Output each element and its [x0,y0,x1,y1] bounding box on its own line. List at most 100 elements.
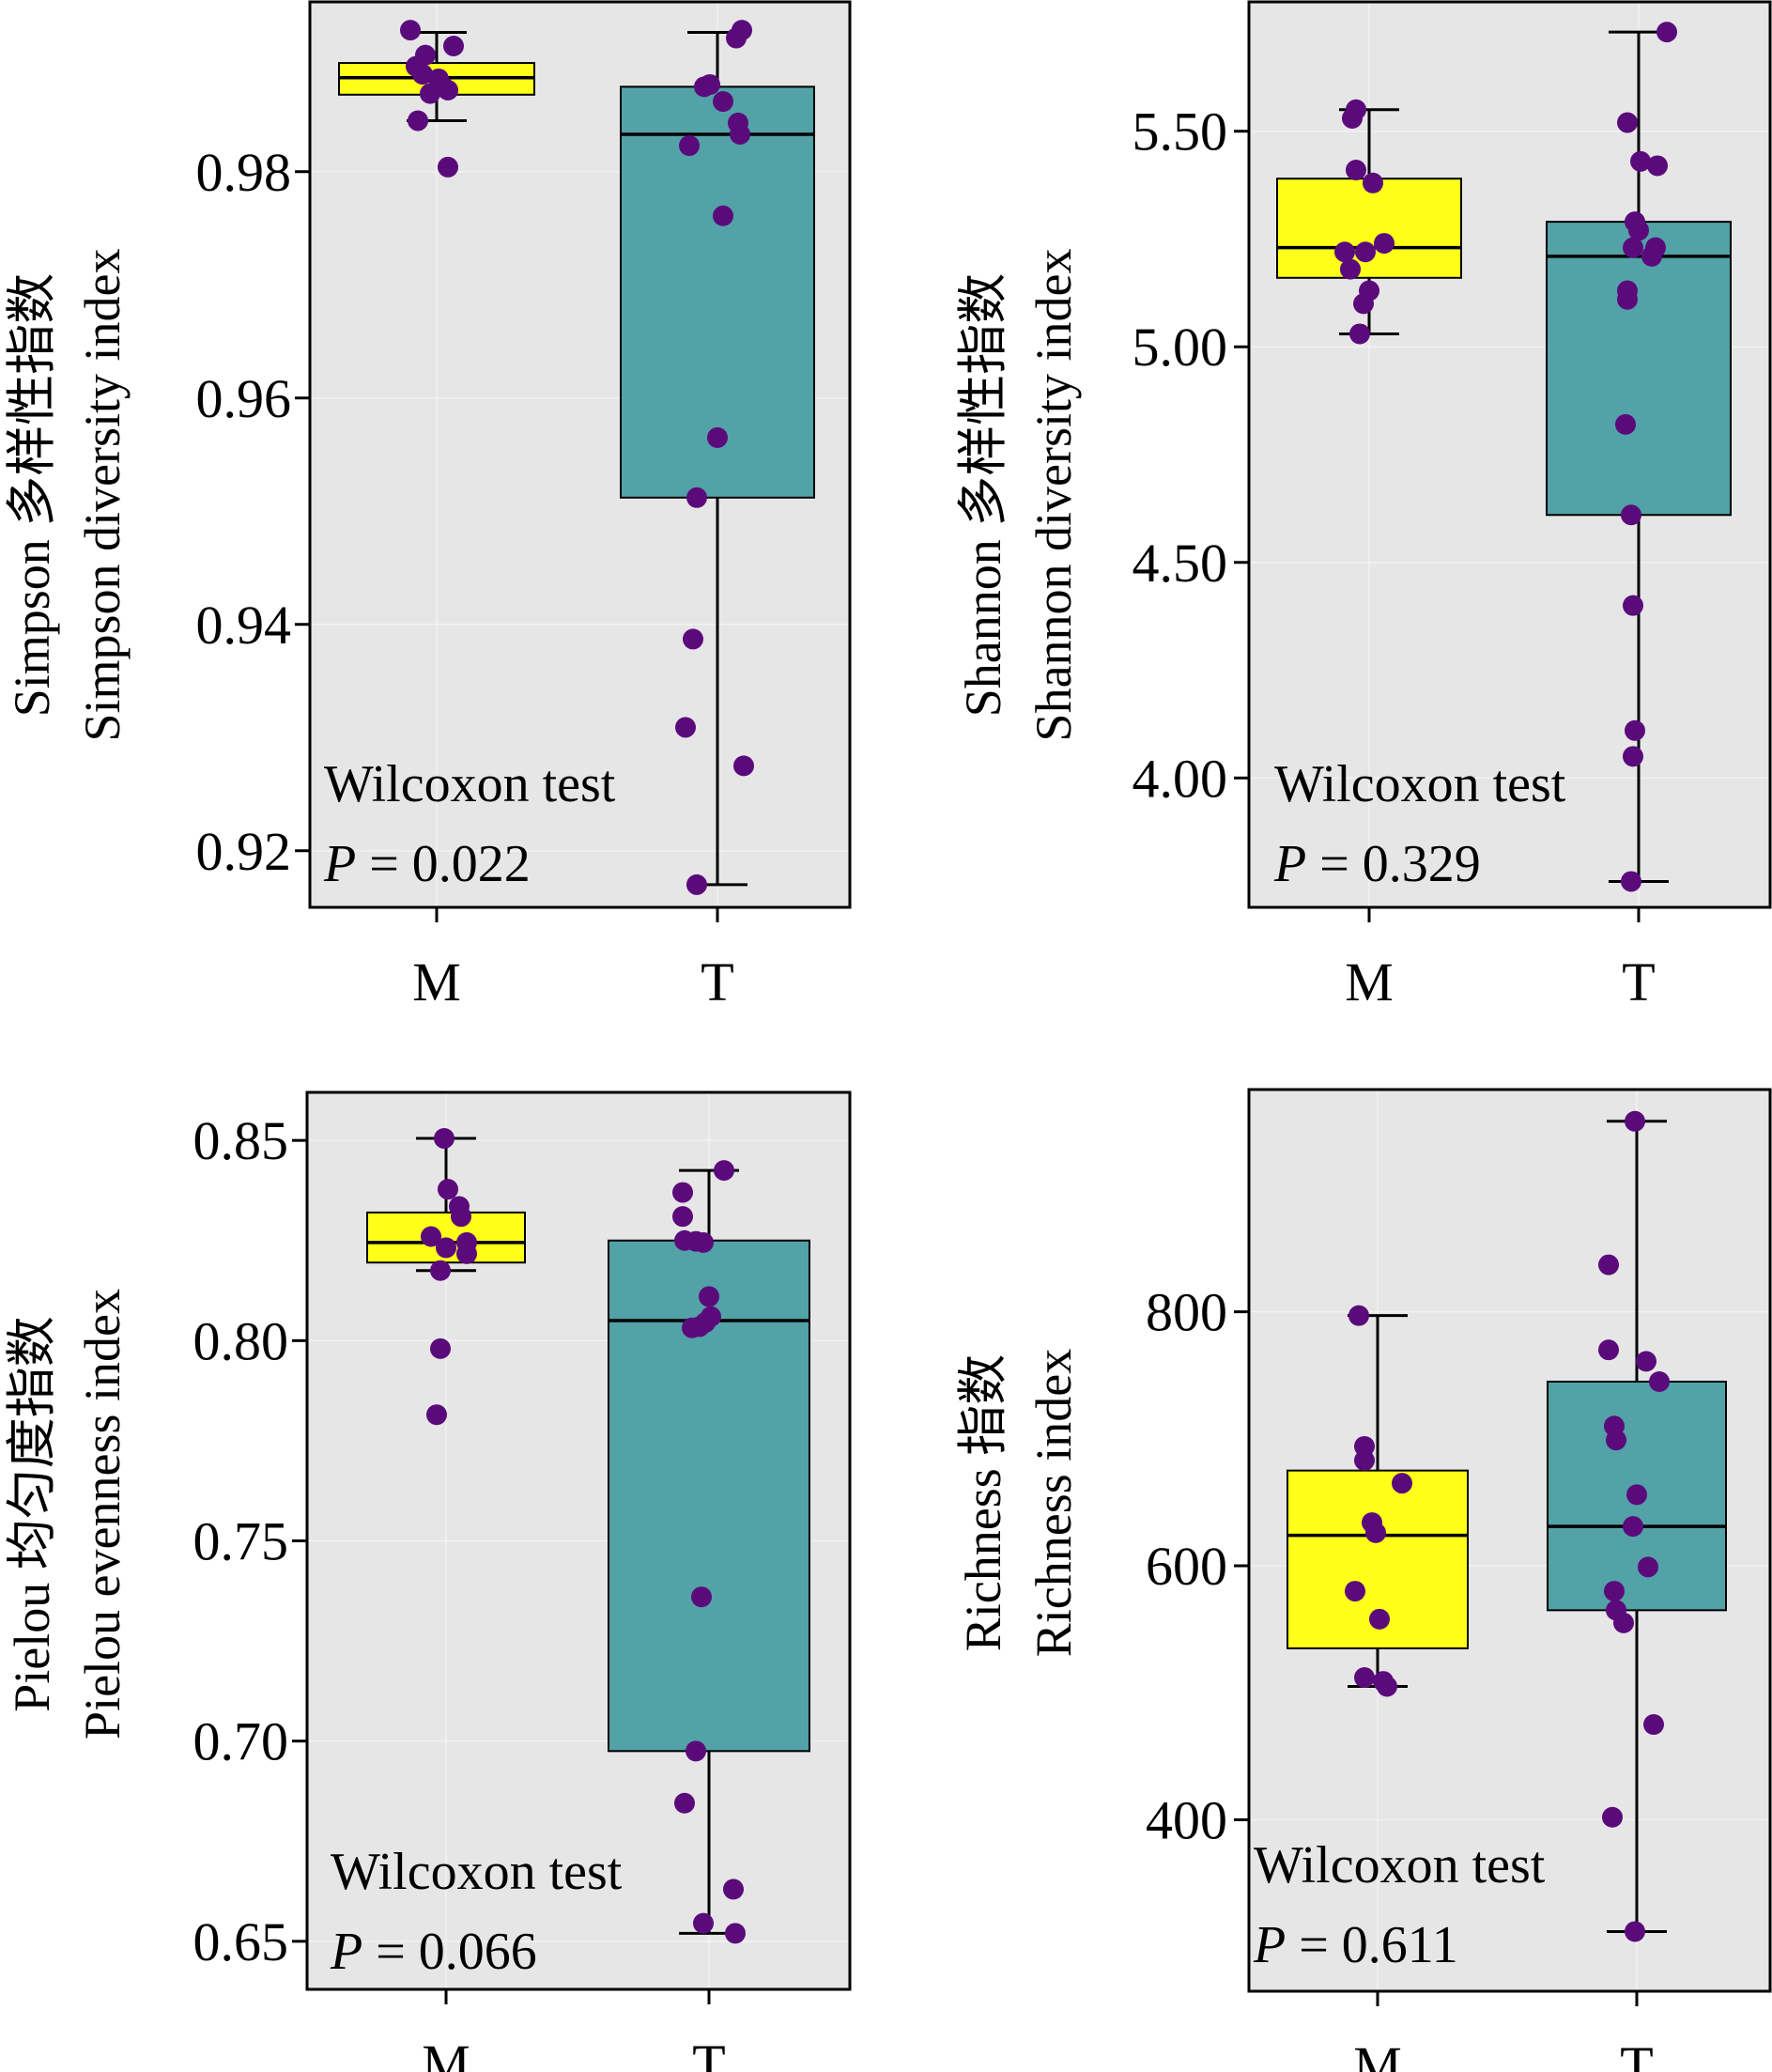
shannon-T-point-11 [1615,413,1636,435]
richness-T-point-0 [1625,1110,1645,1132]
pielou-M-point-8 [430,1260,451,1281]
ylabel-simpson-line2: Simpson diversity index [74,249,131,742]
pielou-p-value: P = 0.066 [330,1923,537,1981]
pielou-M-point-3 [451,1206,471,1228]
richness-T-point-12 [1613,1612,1634,1633]
pielou-T-point-11 [691,1586,712,1608]
simpson-T-point-10 [686,487,707,508]
panel-shannon: Shannon 多样性指数 Shannon diversity index 4.… [955,0,1772,1013]
richness-M-point-7 [1369,1608,1390,1630]
pielou-p-symbol: P [330,1923,362,1981]
shannon-M-point-3 [1363,172,1383,193]
pielou-T-point-5 [693,1231,714,1253]
pielou-T-point-13 [674,1792,695,1814]
shannon-T-point-2 [1630,150,1651,172]
richness-T-point-14 [1602,1806,1623,1828]
shannon-T-point-8 [1641,245,1662,267]
pielou-M-point-10 [426,1404,447,1426]
ylabel-pielou-line2: Pielou evenness index [74,1289,131,1740]
pielou-xtick-label-M: M [422,2033,470,2072]
richness-T-point-8 [1623,1516,1643,1538]
richness-ytick-label-0: 400 [1146,1789,1227,1850]
pielou-test-label: Wilcoxon test [331,1843,623,1901]
richness-T-point-13 [1643,1714,1664,1736]
simpson-M-point-3 [443,35,464,56]
shannon-T-point-15 [1623,746,1643,767]
richness-M-point-3 [1392,1473,1412,1494]
ylabel-simpson-line1: Simpson 多样性指数 [4,273,60,718]
richness-T-point-2 [1636,1351,1656,1372]
simpson-M-point-10 [438,156,458,178]
pielou-M-point-1 [438,1179,458,1200]
pielou-M-point-4 [421,1226,441,1247]
shannon-M-point-5 [1355,241,1376,263]
richness-p-value: P = 0.611 [1253,1916,1458,1974]
shannon-T-point-3 [1647,155,1668,177]
richness-ytick-label-1: 600 [1146,1536,1227,1597]
simpson-M-point-0 [400,20,421,41]
richness-xtick-label-M: M [1353,2035,1402,2072]
simpson-T-point-11 [683,628,703,650]
richness-M-point-2 [1354,1449,1375,1471]
shannon-xtick-label-T: T [1622,951,1655,1013]
shannon-ytick-label-2: 5.00 [1133,317,1228,378]
simpson-p-value: P = 0.022 [323,835,531,893]
shannon-M-point-4 [1374,233,1394,255]
pielou-ytick-label-4: 0.85 [193,1110,289,1171]
pielou-T-point-10 [682,1317,702,1338]
ylabel-pielou-line1: Pielou 均匀度指数 [4,1316,60,1712]
pielou-T-point-14 [723,1879,744,1900]
pielou-ytick-label-2: 0.75 [193,1511,289,1572]
shannon-T-box [1546,221,1732,517]
simpson-test-label: Wilcoxon test [324,755,616,813]
shannon-T-point-12 [1621,504,1641,526]
shannon-test-label: Wilcoxon test [1274,755,1566,813]
simpson-T-point-6 [730,123,750,145]
simpson-T-point-14 [686,874,707,895]
pielou-T-point-1 [672,1182,693,1203]
pielou-ytick-label-0: 0.65 [193,1911,289,1972]
shannon-M-point-9 [1353,293,1374,315]
richness-M-point-0 [1348,1305,1369,1326]
simpson-T-point-4 [713,91,733,113]
panel-richness: Richness 指数 Richness index 400 600 800 M T Wi… [955,1088,1772,2072]
simpson-xtick-label-M: M [412,951,461,1013]
pielou-M-point-0 [434,1128,455,1150]
pielou-M-point-7 [456,1243,477,1264]
panel-simpson: Simpson 多样性指数 Simpson diversity index 0.… [4,0,852,1013]
pielou-M-point-9 [430,1338,451,1359]
richness-frame [1247,1088,1772,1993]
ylabel-richness-line2: Richness index [1025,1349,1082,1657]
simpson-T-point-9 [707,426,728,448]
richness-p-text: = 0.611 [1286,1916,1458,1974]
richness-T-point-1 [1598,1254,1619,1276]
shannon-T-point-16 [1621,871,1641,892]
shannon-T-point-5 [1628,220,1649,241]
shannon-ytick-label-1: 4.50 [1133,533,1228,594]
richness-T-point-4 [1649,1370,1670,1392]
pielou-T-point-12 [686,1740,706,1762]
shannon-M-point-2 [1346,160,1366,181]
richness-M-point-5 [1365,1522,1386,1543]
simpson-M-point-7 [438,79,458,101]
pielou-T-point-0 [714,1160,734,1182]
shannon-T-point-10 [1617,288,1638,310]
shannon-ytick-label-3: 5.50 [1133,101,1228,162]
richness-M-point-8 [1354,1667,1375,1689]
simpson-T-point-13 [733,755,754,777]
richness-p-symbol: P [1253,1916,1286,1974]
shannon-T-point-13 [1623,595,1643,616]
ylabel-richness-line1: Richness 指数 [955,1354,1011,1652]
simpson-p-symbol: P [323,835,356,893]
simpson-M-point-9 [408,110,428,131]
ylabel-shannon-line1: Shannon 多样性指数 [955,273,1011,718]
pielou-M-point-6 [436,1237,456,1259]
pielou-T-point-16 [725,1923,746,1944]
pielou-ytick-label-3: 0.80 [193,1310,289,1371]
shannon-p-symbol: P [1273,835,1306,893]
simpson-T-point-7 [679,135,700,157]
richness-T-point-9 [1638,1556,1658,1578]
shannon-M-box [1276,178,1462,279]
pielou-p-text: = 0.066 [362,1923,537,1981]
